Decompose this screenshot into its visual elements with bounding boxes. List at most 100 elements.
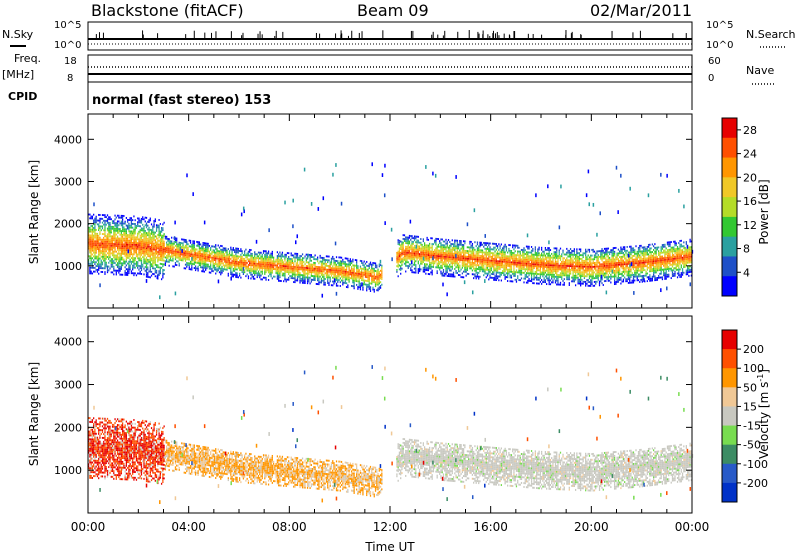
power-cell [354,276,357,279]
power-cell [235,256,237,259]
power-cell [281,263,284,265]
power-cell [256,255,258,258]
power-cell [439,255,441,258]
power-cell [144,235,146,238]
power-cell [471,244,474,247]
power-cell [88,213,90,216]
power-cell [95,257,97,260]
power-cell [493,271,495,274]
power-cell [475,256,477,259]
power-cell [459,260,461,263]
power-cell [125,273,128,276]
power-cell [445,265,447,268]
power-cell [534,272,536,275]
power-cell [271,250,273,253]
power-cell [306,280,309,283]
power-cell [294,256,296,259]
power-cell [121,220,124,223]
power-cell [412,263,414,266]
power-cell [411,252,413,255]
power-cell [423,247,426,250]
power-cell [130,222,133,225]
power-cell [408,263,411,266]
power-cell [166,243,168,246]
power-cell [143,260,145,263]
power-cell [217,254,219,256]
power-cell [128,270,130,273]
power-cell [401,258,403,261]
power-cell [261,267,263,269]
power-cell [197,252,199,255]
power-cell [114,256,116,259]
power-cell [276,272,279,275]
power-cell [278,262,280,265]
power-cell [533,276,535,279]
power-cell [142,242,144,245]
power-cell [139,231,141,233]
power-cell [255,272,257,275]
power-cell [335,260,338,262]
power-cell [90,261,92,263]
power-cell [130,270,133,273]
power-cell [203,261,206,264]
power-cell [113,231,115,234]
power-cell [354,272,357,275]
power-cell [318,281,320,284]
power-cell [285,269,287,271]
power-cell [518,263,520,266]
power-cell [539,256,541,259]
power-cell [362,271,364,274]
power-cell [415,256,417,259]
power-cell [356,280,358,283]
power-cell [437,238,440,241]
power-cell [130,249,133,252]
power-cell [223,256,226,259]
power-cell [416,235,418,238]
power-cell [135,245,138,248]
power-cell [338,273,340,276]
power-cell [152,233,154,236]
power-cell [179,253,182,256]
power-cell [488,253,490,256]
power-cell [163,240,165,243]
power-cell [113,222,115,225]
power-cell [364,266,367,269]
power-cell [283,266,285,269]
power-cell [152,257,154,260]
power-cell [538,269,540,272]
power-cell [440,242,442,245]
power-cell [259,268,261,271]
power-cell [147,232,149,235]
power-cell [318,283,320,286]
power-cell [212,264,214,267]
power-cell [466,252,469,254]
power-cell [242,259,245,262]
power-cell [364,270,367,273]
power-cell [371,263,373,266]
power-cell [103,254,105,256]
power-cell [198,262,200,265]
power-cell [168,253,170,256]
power-cell [183,238,185,241]
power-cell [256,257,258,260]
power-cell [186,250,188,253]
nave-tick-bottom: 0 [708,73,714,84]
power-cell [485,264,487,267]
power-cell [143,237,145,240]
power-cell [121,235,124,238]
power-cell [396,268,398,271]
power-cell [250,277,252,280]
power-cell [120,245,122,248]
power-cell [184,252,187,255]
power-cell [294,281,296,284]
power-cell [522,262,524,265]
power-cell [369,269,372,272]
power-cell [434,241,436,244]
power-cell [116,256,119,259]
power-cell [377,287,379,290]
power-cell [162,244,164,247]
power-cell [105,246,107,249]
power-cell [95,232,97,235]
power-cell [451,239,453,242]
power-cell [98,242,100,245]
